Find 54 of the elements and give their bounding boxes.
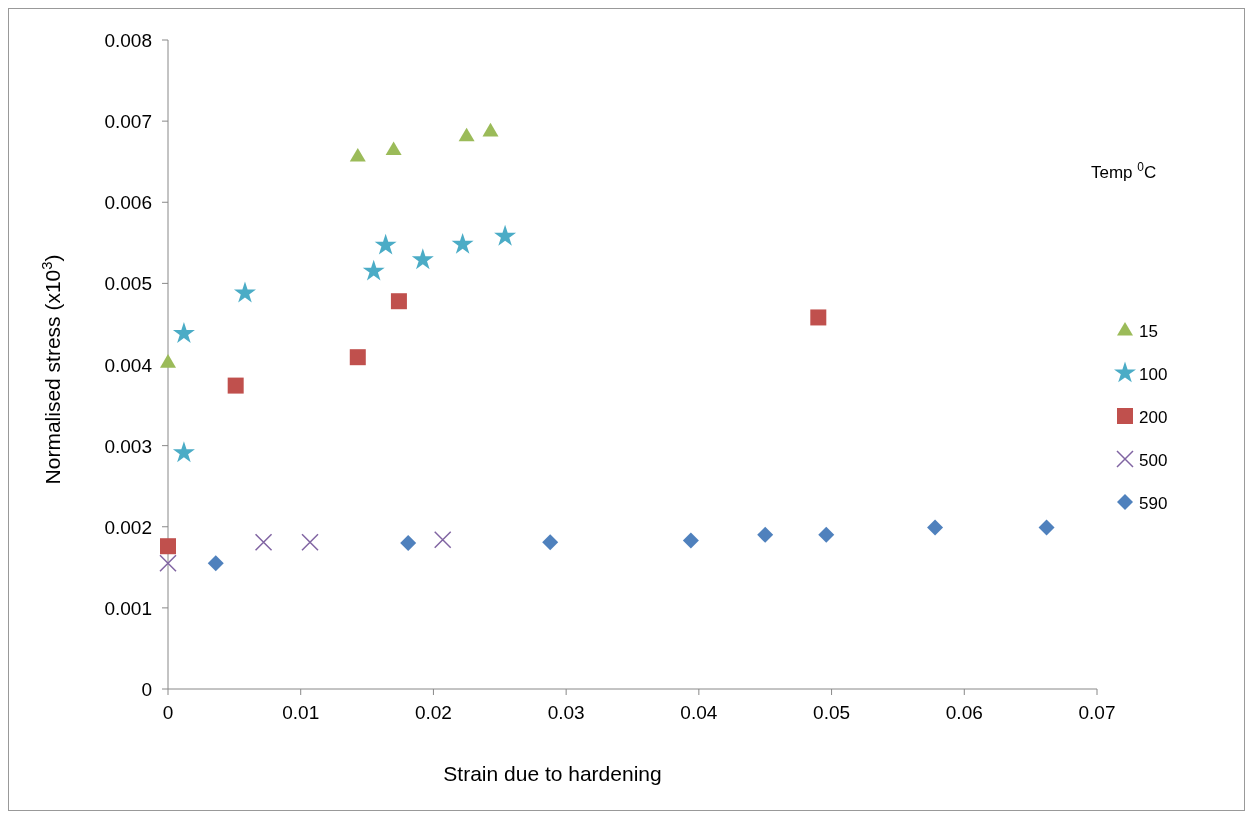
point bbox=[374, 233, 397, 255]
x-tick-label: 0.07 bbox=[1078, 702, 1116, 723]
legend-label: 590 bbox=[1139, 494, 1168, 513]
x-tick-label: 0.03 bbox=[547, 702, 585, 723]
point bbox=[385, 141, 402, 156]
y-tick-label: 0.007 bbox=[104, 111, 152, 133]
point bbox=[390, 293, 407, 310]
point bbox=[227, 377, 244, 394]
point bbox=[810, 309, 827, 326]
y-tick-label: 0.001 bbox=[104, 597, 152, 619]
point bbox=[757, 526, 774, 543]
y-tick-label: 0.004 bbox=[104, 354, 153, 376]
point bbox=[159, 554, 177, 573]
x-tick-label: 0.04 bbox=[680, 702, 718, 723]
x-tick-label: 0 bbox=[162, 702, 174, 723]
legend-label: 200 bbox=[1139, 408, 1168, 427]
point bbox=[233, 281, 256, 303]
point bbox=[160, 538, 176, 555]
point bbox=[927, 519, 944, 536]
point bbox=[451, 232, 474, 254]
y-tick-label: 0.005 bbox=[104, 273, 152, 295]
point bbox=[207, 555, 224, 572]
y-tick-label: 0.003 bbox=[104, 435, 152, 457]
x-tick-label: 0.02 bbox=[414, 702, 452, 723]
y-tick-label: 0.002 bbox=[104, 516, 152, 538]
point bbox=[349, 148, 366, 162]
point bbox=[254, 533, 273, 551]
y-tick-label: 0.008 bbox=[104, 30, 152, 51]
point bbox=[172, 441, 195, 463]
y-tick-label: 0 bbox=[141, 679, 152, 700]
point bbox=[411, 248, 434, 270]
point bbox=[362, 259, 385, 281]
point bbox=[682, 532, 699, 549]
x-tick-label: 0.05 bbox=[813, 702, 851, 723]
point bbox=[400, 534, 417, 551]
point bbox=[494, 224, 517, 246]
x-tick-label: 0.01 bbox=[282, 702, 320, 723]
point bbox=[301, 533, 319, 551]
point bbox=[349, 349, 366, 366]
point bbox=[433, 530, 452, 549]
point bbox=[542, 534, 559, 551]
y-tick-label: 0.006 bbox=[104, 192, 152, 214]
legend-label: 100 bbox=[1139, 365, 1168, 384]
point bbox=[458, 127, 475, 142]
x-tick-label: 0.06 bbox=[945, 702, 983, 723]
point bbox=[818, 526, 835, 543]
point bbox=[482, 122, 499, 137]
point bbox=[172, 322, 195, 344]
legend-label: 15 bbox=[1139, 322, 1158, 341]
legend-title: Temp $^{0}$C bbox=[1091, 160, 1157, 182]
x-axis-title: Strain due to hardening bbox=[443, 762, 662, 785]
point bbox=[1038, 519, 1055, 536]
point bbox=[160, 354, 176, 368]
legend-label: 500 bbox=[1139, 451, 1168, 470]
